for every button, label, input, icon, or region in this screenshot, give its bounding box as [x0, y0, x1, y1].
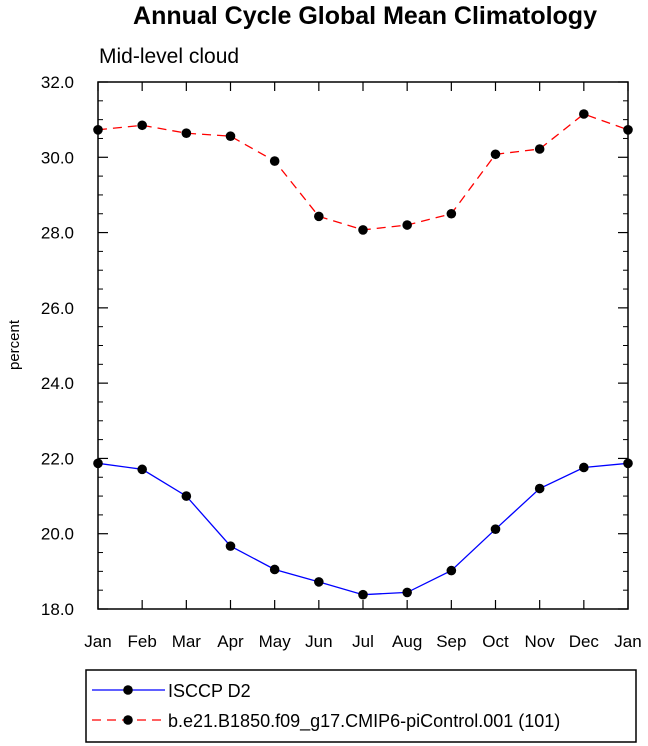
data-point [534, 483, 545, 494]
data-point [579, 109, 589, 119]
legend-label: ISCCP D2 [168, 681, 251, 701]
data-point [490, 149, 501, 160]
data-point [490, 524, 501, 534]
data-point [358, 225, 368, 235]
data-point [534, 144, 545, 154]
data-point [623, 458, 633, 469]
x-tick-label: Mar [172, 632, 202, 651]
chart-title: Annual Cycle Global Mean Climatology [133, 2, 597, 30]
y-tick-label: 32.0 [41, 73, 74, 92]
series-line [97, 462, 629, 596]
x-tick-label: Aug [392, 632, 422, 651]
data-point [579, 462, 589, 473]
x-tick-label: Dec [569, 632, 600, 651]
data-point [181, 128, 192, 138]
y-axis-label: percent [6, 319, 23, 370]
data-point [314, 211, 324, 222]
series-layer [93, 109, 633, 600]
plot-frame [97, 81, 629, 610]
x-tick-label: Apr [217, 632, 244, 651]
data-point [358, 589, 368, 600]
data-point [181, 491, 192, 501]
x-tick-label: May [259, 632, 292, 651]
y-tick-label: 18.0 [41, 600, 74, 619]
data-point [225, 131, 236, 142]
series-1 [93, 458, 633, 600]
axis-tick-labels: Jan Feb Mar Apr May Jun Jul Aug Sep Oct Nov Dec Jan 1… [41, 73, 642, 651]
y-tick-label: 24.0 [41, 374, 74, 393]
data-point [93, 125, 103, 135]
legend-entry: b.e21.B1850.f09_g17.CMIP6-piControl.001 … [92, 711, 560, 732]
legend-box [85, 669, 637, 743]
data-point [93, 458, 103, 469]
x-tick-label: Jan [614, 632, 641, 651]
y-tick-label: 26.0 [41, 299, 74, 318]
data-point [446, 565, 457, 576]
data-point [623, 125, 633, 135]
data-point [314, 577, 324, 587]
series-2 [93, 109, 633, 235]
x-tick-label: Jul [352, 632, 374, 651]
data-point [137, 120, 147, 131]
data-point [269, 564, 280, 575]
legend-label: b.e21.B1850.f09_g17.CMIP6-piControl.001 … [168, 711, 560, 732]
data-point [225, 541, 236, 551]
y-tick-label: 20.0 [41, 525, 74, 544]
data-point [137, 464, 147, 475]
x-tick-label: Feb [128, 632, 157, 651]
data-point [269, 156, 280, 166]
data-point [446, 208, 457, 219]
y-tick-label: 22.0 [41, 449, 74, 468]
axis-ticks [97, 81, 629, 610]
x-tick-label: Sep [436, 632, 466, 651]
x-tick-label: Jan [84, 632, 111, 651]
y-tick-label: 30.0 [41, 148, 74, 167]
x-tick-label: Nov [525, 632, 556, 651]
y-tick-label: 28.0 [41, 224, 74, 243]
x-tick-label: Oct [482, 632, 509, 651]
legend-marker [123, 685, 133, 695]
data-point [402, 587, 412, 598]
series-line [97, 113, 629, 231]
chart-subtitle: Mid-level cloud [99, 45, 239, 68]
legend-marker [123, 715, 133, 725]
legend: ISCCP D2 b.e21.B1850.f09_g17.CMIP6-piCont… [92, 681, 560, 732]
legend-entry: ISCCP D2 [92, 681, 251, 701]
x-tick-label: Jun [305, 632, 332, 651]
data-point [402, 220, 412, 230]
